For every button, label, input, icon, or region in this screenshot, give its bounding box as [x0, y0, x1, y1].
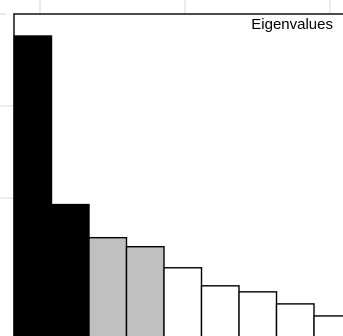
bar-3	[88, 236, 128, 336]
bar-5	[163, 267, 203, 336]
bar-7	[238, 291, 278, 336]
bar-9	[313, 315, 343, 336]
bar-8	[275, 303, 315, 336]
bar-2	[50, 203, 90, 336]
bars	[13, 35, 343, 336]
bar-6	[200, 285, 240, 336]
grid-lines	[0, 0, 331, 199]
bar-1	[13, 35, 53, 336]
legend-label: Eigenvalues	[251, 16, 333, 33]
bar-4	[125, 245, 165, 336]
